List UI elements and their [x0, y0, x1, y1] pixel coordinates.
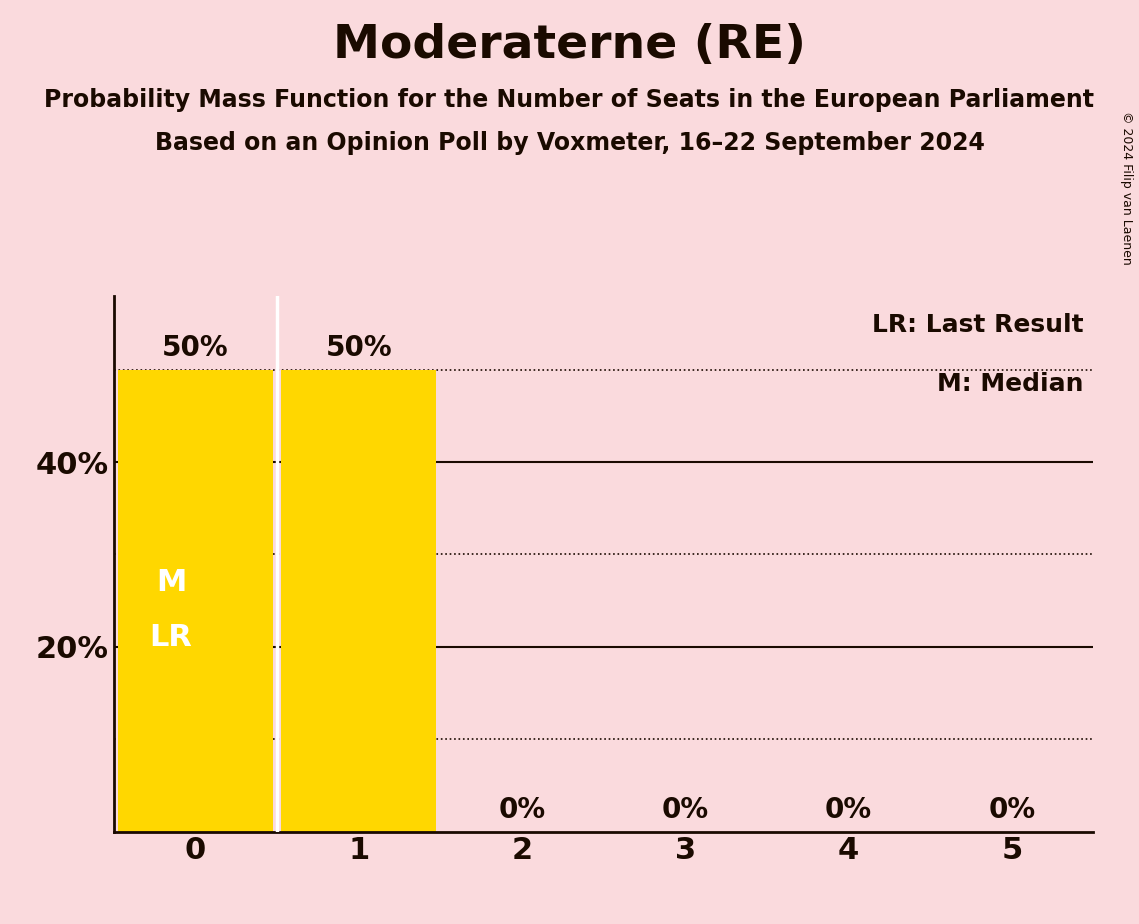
Bar [118, 370, 273, 832]
Text: M: Median: M: Median [937, 372, 1083, 396]
Text: 0%: 0% [989, 796, 1035, 824]
Text: 0%: 0% [662, 796, 708, 824]
Text: © 2024 Filip van Laenen: © 2024 Filip van Laenen [1121, 111, 1133, 264]
Bar [281, 370, 436, 832]
Text: M: M [156, 567, 187, 597]
Text: Probability Mass Function for the Number of Seats in the European Parliament: Probability Mass Function for the Number… [44, 88, 1095, 112]
Text: 0%: 0% [825, 796, 872, 824]
Text: 50%: 50% [162, 334, 229, 362]
Text: LR: Last Result: LR: Last Result [872, 313, 1083, 337]
Text: 0%: 0% [499, 796, 546, 824]
Text: Moderaterne (RE): Moderaterne (RE) [333, 23, 806, 68]
Text: 50%: 50% [326, 334, 392, 362]
Text: LR: LR [149, 623, 192, 652]
Text: Based on an Opinion Poll by Voxmeter, 16–22 September 2024: Based on an Opinion Poll by Voxmeter, 16… [155, 131, 984, 155]
